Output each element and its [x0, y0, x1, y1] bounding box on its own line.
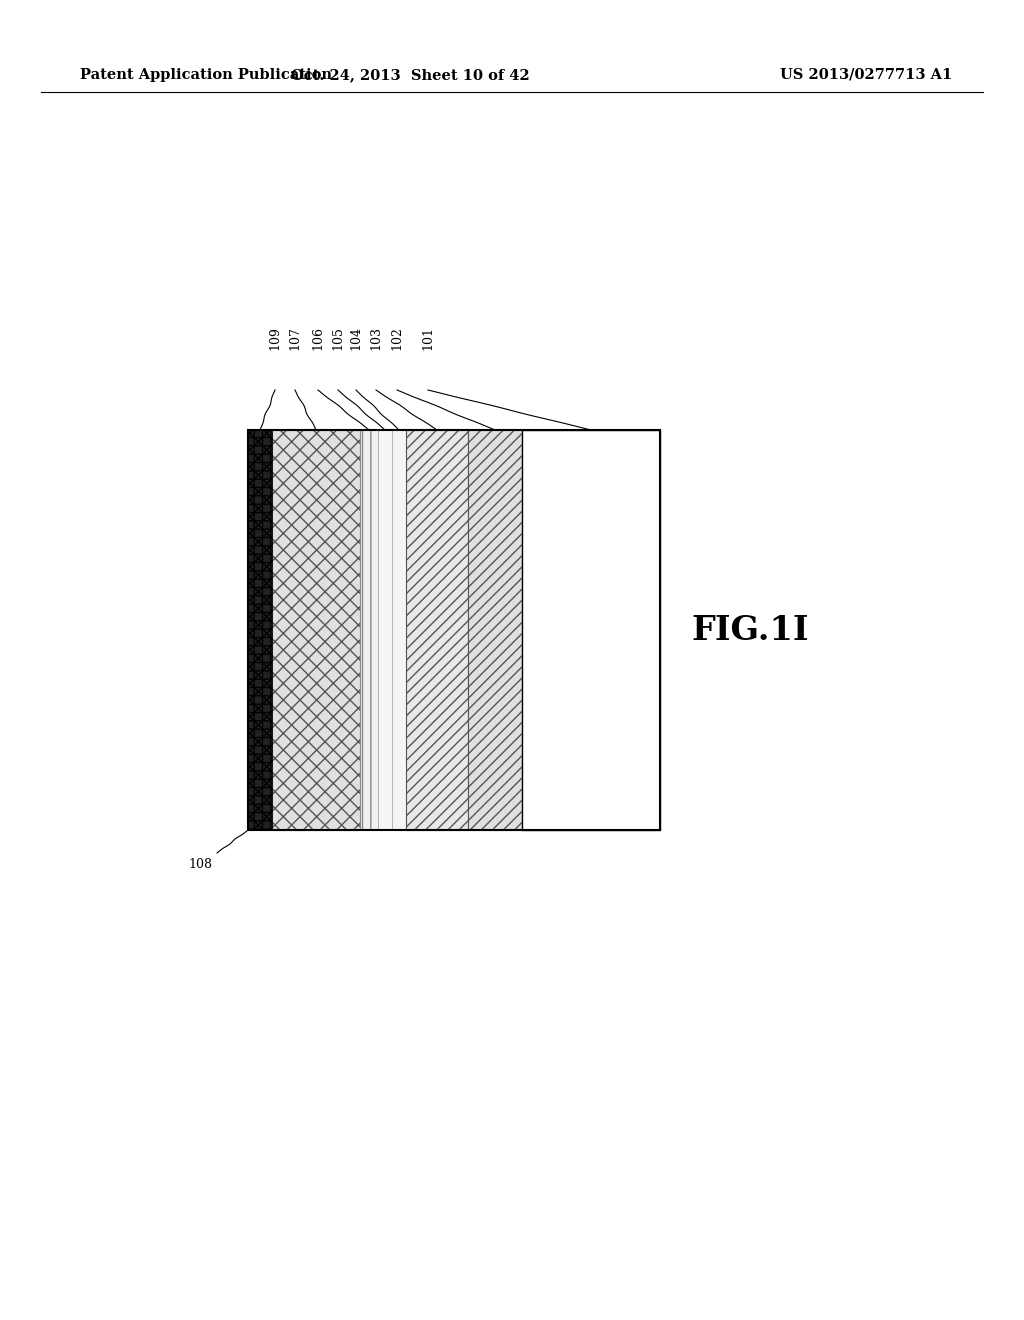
Bar	[522, 430, 660, 830]
Bar	[406, 430, 468, 830]
Bar	[248, 430, 272, 830]
Text: 101: 101	[422, 326, 434, 350]
Text: 104: 104	[349, 326, 362, 350]
Text: Oct. 24, 2013  Sheet 10 of 42: Oct. 24, 2013 Sheet 10 of 42	[291, 69, 529, 82]
Text: 106: 106	[311, 326, 325, 350]
Text: Patent Application Publication: Patent Application Publication	[80, 69, 332, 82]
Bar	[468, 430, 522, 830]
Text: 103: 103	[370, 326, 383, 350]
Bar	[248, 430, 660, 830]
Text: 108: 108	[188, 858, 212, 871]
Bar	[392, 430, 406, 830]
Bar	[272, 430, 360, 830]
Text: 102: 102	[390, 326, 403, 350]
Text: US 2013/0277713 A1: US 2013/0277713 A1	[780, 69, 952, 82]
Text: FIG.1I: FIG.1I	[691, 614, 809, 647]
Text: 105: 105	[332, 326, 344, 350]
Text: 109: 109	[268, 326, 282, 350]
Bar	[378, 430, 392, 830]
Text: 107: 107	[289, 326, 301, 350]
Bar	[248, 430, 272, 830]
Bar	[360, 430, 378, 830]
